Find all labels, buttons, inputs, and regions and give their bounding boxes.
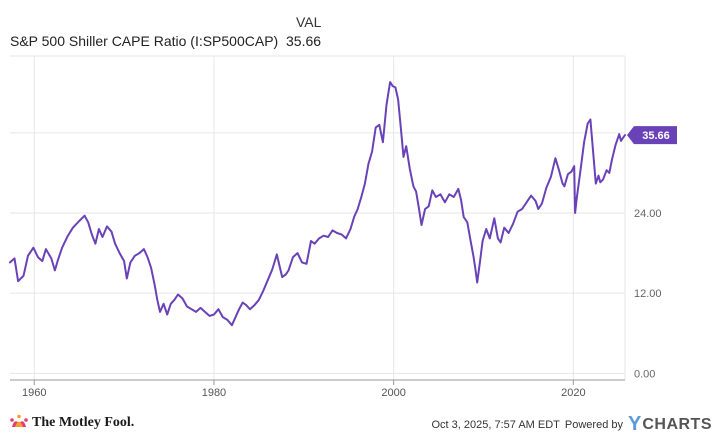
motley-fool-logo: The Motley Fool. [10,414,134,432]
ycharts-logo[interactable]: Y CHARTS [628,413,712,436]
y-tick-label: 12.00 [634,288,662,300]
series-layer [9,81,626,327]
ycharts-y-mark: Y [627,413,642,435]
timestamp: Oct 3, 2025, 7:57 AM EDT [431,418,560,431]
x-axis: 1960 1980 2000 2020 [10,379,625,399]
x-tick-label: 2020 [561,387,585,399]
jester-hat-icon [10,414,28,427]
x-tick-label: 2000 [381,387,405,399]
x-tick-label: 1980 [202,387,226,399]
ycharts-wordmark: CHARTS [642,415,712,433]
x-tick-label: 1960 [22,387,46,399]
badge-shape [627,126,677,145]
y-tick-label: 24.00 [634,208,662,220]
last-value-badge: 35.66 [627,126,677,145]
badge-label: 35.66 [642,130,670,142]
series-line [9,81,626,327]
y-tick-label: 0.00 [634,368,655,380]
legend-header: VAL [296,14,322,30]
series-value: 35.66 [286,33,322,49]
brand-name: The Motley Fool. [32,415,135,430]
series-name: S&P 500 Shiller CAPE Ratio (I:SP500CAP) [10,33,279,49]
powered-by-label: Powered by [564,418,623,431]
footer-credits: Oct 3, 2025, 7:57 AM EDT Powered by Y CH… [431,413,712,436]
chart-grid [10,55,626,380]
